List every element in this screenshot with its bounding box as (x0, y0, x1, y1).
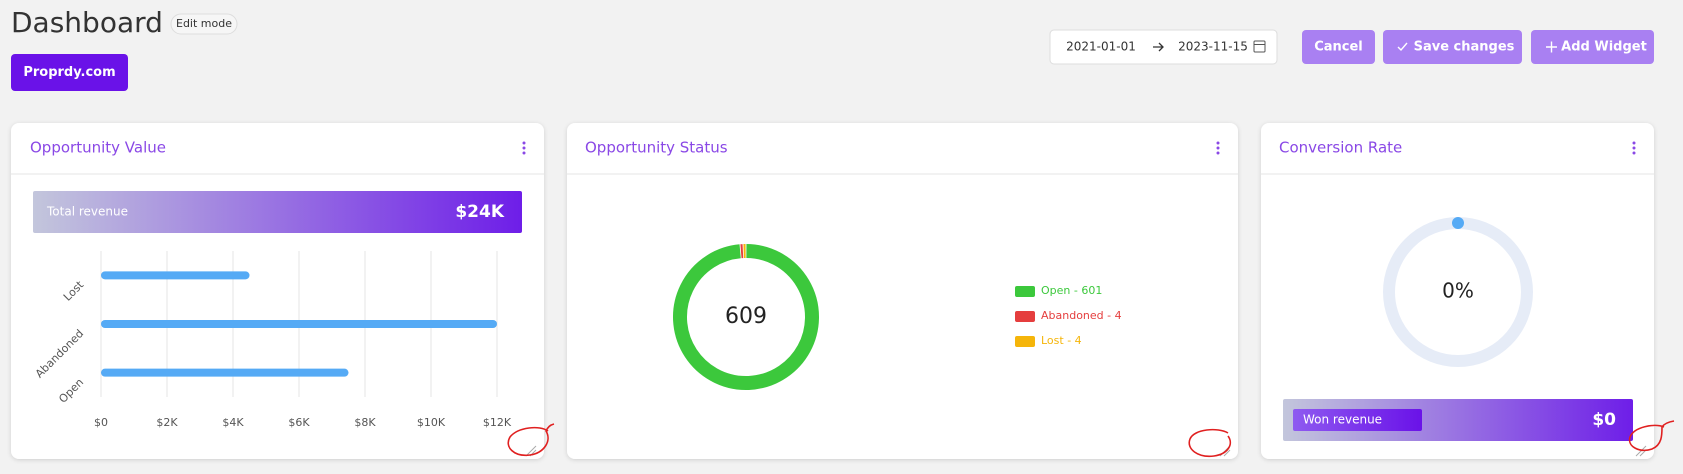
x-tick-label: $0 (94, 416, 108, 429)
kpi-label: Total revenue (46, 205, 128, 219)
kpi-value: $0 (1592, 410, 1616, 430)
bar (101, 320, 497, 328)
cancel-button[interactable] (1302, 30, 1375, 64)
legend-swatch (1015, 311, 1035, 322)
x-tick-label: $6K (288, 416, 310, 429)
bar (101, 368, 349, 377)
page-title: Dashboard (11, 6, 163, 39)
add-widget-button[interactable] (1531, 30, 1654, 64)
card: Opportunity Value Total revenue $24K (11, 123, 544, 459)
site-button-label[interactable]: Proprdy.com (23, 65, 115, 80)
x-tick-label: $10K (417, 416, 446, 429)
card: Opportunity Status (567, 123, 1238, 459)
save-label[interactable]: Save changes (1414, 40, 1515, 55)
card: Conversion Rate Won revenue $0 (1261, 123, 1654, 459)
calendar-icon[interactable] (1253, 40, 1266, 53)
donut-total: 609 (725, 304, 767, 329)
add-widget-label[interactable]: Add Widget (1561, 40, 1647, 55)
bar (101, 271, 250, 280)
legend-label: Open - 601 (1041, 284, 1102, 297)
widget-title: Conversion Rate (1279, 139, 1402, 157)
x-tick-label: $8K (354, 416, 376, 429)
check-icon (1397, 42, 1408, 52)
kpi-progress (1293, 409, 1422, 431)
arrow-icon (1153, 42, 1164, 52)
date-start[interactable]: 2021-01-01 (1066, 40, 1136, 54)
x-tick-label: $12K (483, 416, 512, 429)
x-tick-label: $4K (222, 416, 244, 429)
annotation (507, 420, 1675, 458)
legend-swatch (1015, 336, 1035, 347)
kpi-value: $24K (455, 202, 504, 222)
save-button[interactable] (1383, 30, 1522, 64)
gauge-label: 0% (1442, 279, 1474, 303)
gauge-value (1452, 217, 1464, 229)
date-end[interactable]: 2023-11-15 (1178, 40, 1248, 54)
kpi-banner (33, 191, 522, 233)
cancel-label[interactable]: Cancel (1314, 40, 1363, 55)
legend-label: Abandoned - 4 (1041, 309, 1122, 322)
site-button[interactable] (11, 54, 128, 91)
x-tick-label: $2K (156, 416, 178, 429)
plus-icon (1546, 41, 1557, 53)
badge-bg (170, 13, 238, 35)
edit-badge: Edit mode (176, 17, 232, 30)
widget-title: Opportunity Status (585, 139, 728, 157)
legend-swatch (1015, 286, 1035, 297)
donut-segment (673, 244, 819, 390)
widget-title: Opportunity Value (30, 139, 166, 157)
legend-label: Lost - 4 (1041, 334, 1082, 347)
kpi-label: Won revenue (1303, 413, 1382, 427)
